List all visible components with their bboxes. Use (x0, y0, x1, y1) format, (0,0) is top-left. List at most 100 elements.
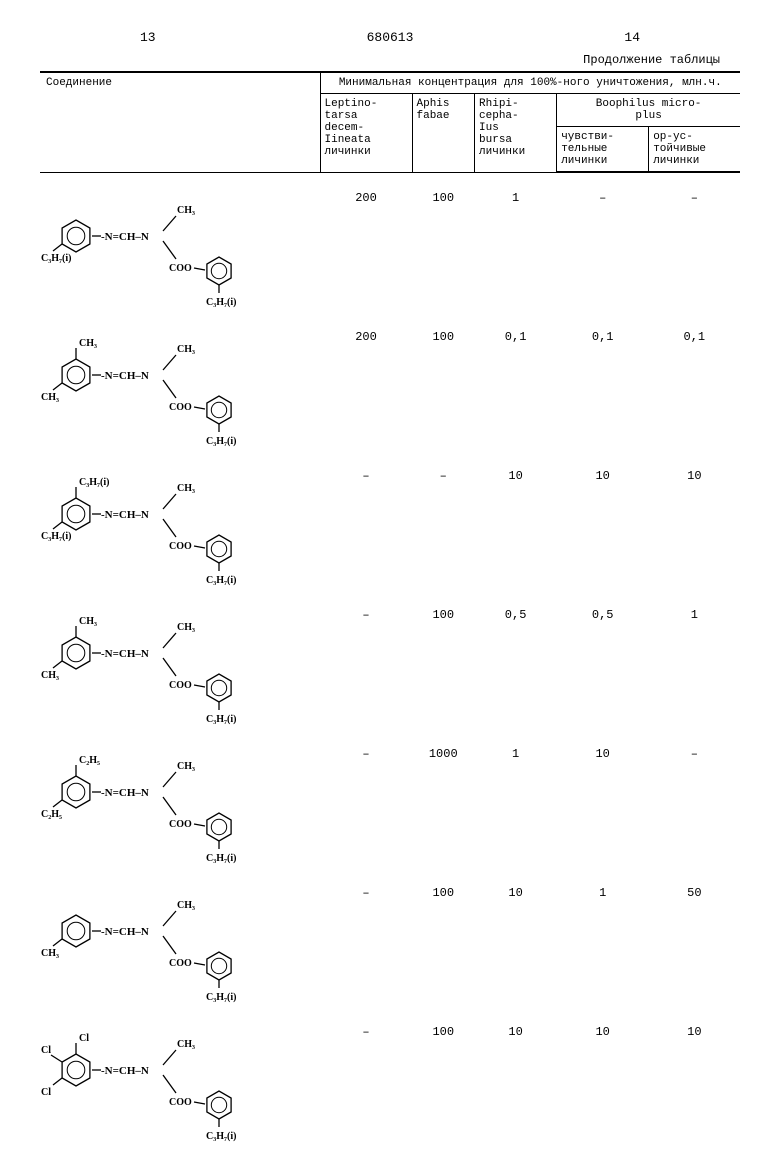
table-row: C₃H₇(i)C₃H₇(i)-N=CH–NCH₃COOC₃H₇(i)––1010… (40, 451, 740, 590)
cell-c1: – (320, 590, 412, 729)
svg-text:C₃H₇(i): C₃H₇(i) (206, 714, 236, 725)
table-row: ClClCl-N=CH–NCH₃COOC₃H₇(i)–100101010 (40, 1007, 740, 1146)
svg-text:CH₃: CH₃ (79, 616, 97, 627)
svg-text:-N=CH–N: -N=CH–N (101, 370, 149, 382)
svg-text:CH₃: CH₃ (177, 900, 195, 911)
chem-structure-2: C₃H₇(i) C₃H₇(i) -N=CH–N CH₃ COO C₃H₇(i) (41, 469, 311, 589)
cell-c2: – (412, 451, 475, 590)
cell-c5: – (649, 729, 740, 868)
svg-text:CH₃: CH₃ (177, 1039, 195, 1050)
page-right-num: 14 (624, 30, 640, 45)
compound-cell: CH₃CH₃-N=CH–NCH₃COOC₃H₇(i) (40, 312, 320, 451)
cell-c2: 100 (412, 172, 475, 312)
cell-c4: 0,5 (557, 590, 649, 729)
svg-text:C₃H₇(i): C₃H₇(i) (206, 575, 236, 586)
svg-text:Cl: Cl (41, 1087, 51, 1098)
svg-text:C₃H₇(i): C₃H₇(i) (79, 477, 109, 488)
svg-text:C₂H₅: C₂H₅ (41, 809, 62, 820)
page-center-num: 680613 (367, 30, 414, 45)
cell-c5: 1 (649, 590, 740, 729)
svg-text:COO: COO (169, 819, 192, 830)
svg-text:COO: COO (169, 541, 192, 552)
compound-cell: C₂H₅ C₂H₅ -N=CH–N CH₃ COO C₃H₇(i) (40, 729, 320, 868)
cell-c4: 1 (557, 868, 649, 1007)
table-row: CH₃CH₃-N=CH–NCH₃COOC₃H₇(i)–1000,50,51 (40, 590, 740, 729)
cell-c5: 10 (649, 1007, 740, 1146)
svg-text:CH₃: CH₃ (177, 483, 195, 494)
svg-text:C₃H₇(i): C₃H₇(i) (206, 436, 236, 447)
cell-c2: 100 (412, 868, 475, 1007)
svg-text:Cl: Cl (79, 1033, 89, 1044)
cell-c1: 200 (320, 312, 412, 451)
svg-text:COO: COO (169, 263, 192, 274)
compound-cell: C₃H₇(i)-N=CH–NCH₃COOC₃H₇(i) (40, 172, 320, 312)
cell-c1: – (320, 1007, 412, 1146)
cell-c5: 50 (649, 868, 740, 1007)
chem-structure-6: ClClCl-N=CH–NCH₃COOC₃H₇(i) (41, 1025, 311, 1145)
svg-text:C₃H₇(i): C₃H₇(i) (206, 853, 236, 864)
svg-text:COO: COO (169, 680, 192, 691)
compound-cell: ClClCl-N=CH–NCH₃COOC₃H₇(i) (40, 1007, 320, 1146)
svg-text:C₃H₇(i): C₃H₇(i) (206, 992, 236, 1003)
cell-c4: 0,1 (557, 312, 649, 451)
svg-text:-N=CH–N: -N=CH–N (101, 1065, 149, 1077)
table-row: C₂H₅C₂H₅-N=CH–NCH₃COOC₃H₇(i)–1000110– (40, 729, 740, 868)
cell-c3: 1 (475, 172, 557, 312)
chem-structure-0: C₃H₇(i)-N=CH–NCH₃COOC₃H₇(i) (41, 191, 311, 311)
cell-c4: 10 (557, 729, 649, 868)
table-caption: Продолжение таблицы (40, 53, 740, 67)
svg-text:C₃H₇(i): C₃H₇(i) (41, 531, 71, 542)
table-row: CH₃-N=CH–NCH₃COOC₃H₇(i)–10010150 (40, 868, 740, 1007)
cell-c3: 10 (475, 1007, 557, 1146)
cell-c5: 0,1 (649, 312, 740, 451)
cell-c2: 100 (412, 1007, 475, 1146)
svg-text:Cl: Cl (41, 1045, 51, 1056)
hdr-col4: Boophilus micro- plus (557, 94, 740, 127)
svg-text:C₃H₇(i): C₃H₇(i) (206, 1131, 236, 1142)
compound-cell: CH₃ -N=CH–N CH₃ COO C₃H₇(i) (40, 868, 320, 1007)
cell-c3: 0,1 (475, 312, 557, 451)
page-number-row: 13 680613 14 (40, 30, 740, 53)
svg-text:CH₃: CH₃ (41, 670, 59, 681)
hdr-col2: Aphis fabae (412, 94, 475, 173)
svg-text:C₃H₇(i): C₃H₇(i) (41, 253, 71, 264)
svg-text:CH₃: CH₃ (41, 948, 59, 959)
hdr-col3: Rhipi- cepha- Ius bursa личинки (475, 94, 557, 173)
chem-structure-5: CH₃ -N=CH–N CH₃ COO C₃H₇(i) (41, 886, 311, 1006)
svg-text:CH₃: CH₃ (79, 338, 97, 349)
page-left-num: 13 (140, 30, 156, 45)
svg-text:COO: COO (169, 402, 192, 413)
cell-c2: 100 (412, 312, 475, 451)
svg-text:CH₃: CH₃ (177, 622, 195, 633)
svg-text:CH₃: CH₃ (41, 392, 59, 403)
hdr-col4a: чувстви- тельные личинки (557, 127, 649, 173)
cell-c5: 10 (649, 451, 740, 590)
svg-text:-N=CH–N: -N=CH–N (101, 509, 149, 521)
svg-text:COO: COO (169, 958, 192, 969)
table-row: C₃H₇(i)-N=CH–NCH₃COOC₃H₇(i)2001001–– (40, 172, 740, 312)
hdr-main: Минимальная концентрация для 100%-ного у… (320, 72, 740, 94)
svg-text:CH₃: CH₃ (177, 761, 195, 772)
hdr-col4b: op-ус- тойчивые личинки (649, 127, 740, 173)
svg-text:-N=CH–N: -N=CH–N (101, 787, 149, 799)
hdr-compound: Соединение (40, 72, 320, 172)
cell-c4: 10 (557, 1007, 649, 1146)
chem-structure-1: CH₃CH₃-N=CH–NCH₃COOC₃H₇(i) (41, 330, 311, 450)
cell-c1: 200 (320, 172, 412, 312)
table-row: CH₃CH₃-N=CH–NCH₃COOC₃H₇(i)2001000,10,10,… (40, 312, 740, 451)
svg-text:-N=CH–N: -N=CH–N (101, 926, 149, 938)
cell-c5: – (649, 172, 740, 312)
data-table: Соединение Минимальная концентрация для … (40, 71, 740, 1146)
cell-c3: 10 (475, 451, 557, 590)
cell-c2: 100 (412, 590, 475, 729)
cell-c2: 1000 (412, 729, 475, 868)
svg-text:C₂H₅: C₂H₅ (79, 755, 100, 766)
cell-c4: – (557, 172, 649, 312)
svg-text:-N=CH–N: -N=CH–N (101, 648, 149, 660)
cell-c3: 1 (475, 729, 557, 868)
cell-c4: 10 (557, 451, 649, 590)
cell-c1: – (320, 729, 412, 868)
cell-c1: – (320, 868, 412, 1007)
cell-c1: – (320, 451, 412, 590)
svg-text:-N=CH–N: -N=CH–N (101, 231, 149, 243)
